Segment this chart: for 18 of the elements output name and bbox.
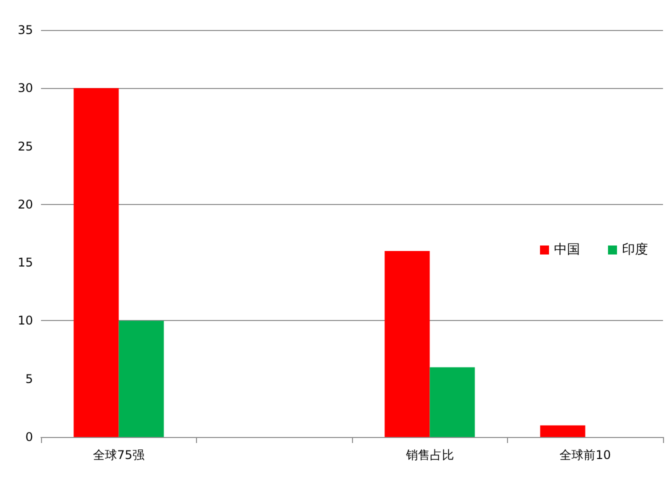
bar	[540, 425, 586, 437]
x-tick-label: 全球前10	[560, 448, 611, 462]
y-tick-label: 30	[18, 81, 33, 96]
bar	[430, 367, 475, 437]
legend-label: 印度	[622, 242, 648, 258]
y-tick-label: 0	[25, 430, 33, 444]
y-tick-label: 10	[18, 314, 33, 328]
bar	[74, 88, 119, 437]
legend-label: 中国	[554, 242, 580, 258]
x-tick-label: 全球75强	[93, 448, 144, 462]
y-tick-label: 5	[25, 372, 33, 386]
y-tick-label: 35	[18, 23, 33, 37]
y-tick-label: 15	[18, 256, 33, 270]
x-tick-label: 销售占比	[404, 448, 454, 462]
y-tick-label: 20	[18, 197, 33, 212]
y-tick-label: 25	[18, 139, 33, 154]
bar	[384, 250, 430, 437]
bar	[118, 320, 164, 437]
